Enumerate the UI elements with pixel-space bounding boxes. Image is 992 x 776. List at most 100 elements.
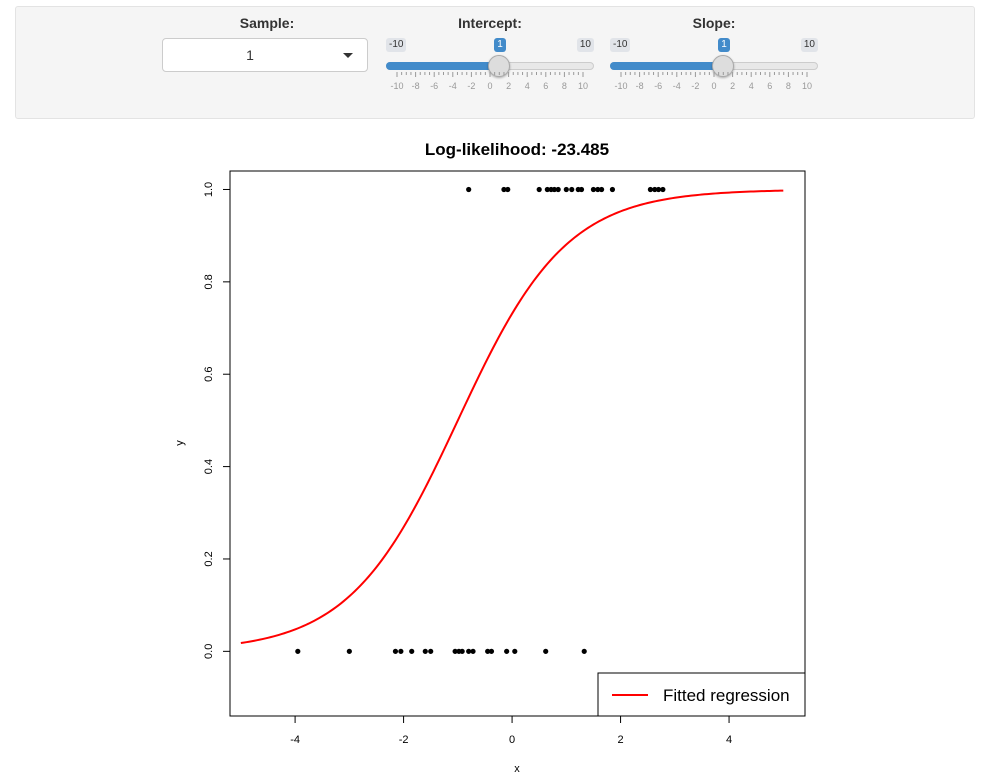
y-axis-label: y (174, 440, 186, 446)
slider-tick-label: 4 (749, 81, 754, 91)
x-axis: -4 -2 0 2 4 (290, 716, 732, 746)
data-point (466, 648, 472, 654)
y-tick-label: 0.4 (203, 459, 215, 474)
data-point (505, 186, 511, 193)
intercept-ticks: -10 -8 -6 -4 -2 0 2 4 6 8 10 (390, 72, 588, 91)
slider-tick-label: 6 (767, 81, 772, 91)
data-point (459, 648, 465, 654)
y-tick-label: 1.0 (203, 182, 215, 197)
data-points (295, 186, 666, 654)
slider-tick-label: -4 (449, 81, 457, 91)
data-point (452, 648, 458, 654)
intercept-value-tag: 1 (494, 38, 506, 52)
sample-select[interactable]: 1 (162, 38, 368, 72)
data-point (551, 186, 557, 193)
intercept-slider[interactable]: -10 10 1 -10 -8 -6 -4 -2 0 2 4 6 8 10 (386, 38, 594, 94)
intercept-handle[interactable] (488, 55, 511, 77)
x-tick-label: -4 (290, 734, 300, 746)
slider-tick-label: -10 (614, 81, 627, 91)
slope-fill (610, 62, 724, 70)
data-point (595, 186, 601, 193)
slider-tick-label: 8 (786, 81, 791, 91)
data-point (488, 648, 495, 654)
data-point (392, 648, 399, 654)
slope-value-tag: 1 (718, 38, 730, 52)
slider-tick-label: -6 (430, 81, 438, 91)
legend: Fitted regression (597, 672, 806, 717)
slope-slider[interactable]: -10 10 1 -10 -8 -6 -4 -2 0 2 4 6 8 10 (610, 38, 818, 94)
slope-handle[interactable] (712, 55, 735, 77)
slope-min-tag: -10 (610, 38, 631, 52)
x-tick-label: 2 (618, 734, 624, 746)
data-point (660, 186, 666, 193)
slope-ticks: -10 -8 -6 -4 -2 0 2 4 6 8 10 (614, 72, 812, 91)
data-point (655, 186, 662, 193)
data-point (647, 186, 654, 193)
x-tick-label: 0 (509, 734, 515, 746)
slider-tick-label: 2 (730, 81, 735, 91)
data-point (470, 648, 476, 654)
slider-tick-label: -2 (467, 81, 475, 91)
intercept-label: Intercept: (458, 15, 522, 31)
slider-tick-label: 10 (802, 81, 812, 91)
slider-tick-label: 4 (525, 81, 530, 91)
data-point (563, 186, 569, 193)
fitted-curve (240, 189, 784, 645)
intercept-fill (386, 62, 500, 70)
sample-select-value: 1 (246, 47, 254, 63)
data-point (422, 648, 428, 654)
data-point (428, 648, 434, 654)
data-point (409, 648, 415, 654)
slider-tick-label: 0 (487, 81, 492, 91)
intercept-max-tag: 10 (576, 38, 594, 52)
data-point (466, 186, 472, 193)
chevron-down-icon (343, 53, 353, 58)
slider-tick-label: 2 (506, 81, 511, 91)
data-point (598, 186, 605, 193)
data-point (501, 186, 507, 193)
slider-tick-label: -10 (390, 81, 403, 91)
data-point (609, 186, 616, 193)
data-point (578, 186, 585, 193)
slider-tick-label: -8 (412, 81, 420, 91)
x-tick-label: 4 (726, 734, 732, 746)
slider-tick-label: -2 (691, 81, 699, 91)
slider-tick-label: -8 (636, 81, 644, 91)
y-tick-label: 0.8 (203, 274, 215, 289)
data-point (569, 186, 575, 193)
x-tick-label: -2 (399, 734, 409, 746)
sample-label: Sample: (239, 15, 295, 31)
slider-tick-label: 6 (543, 81, 548, 91)
intercept-min-tag: -10 (386, 38, 407, 52)
data-point (295, 648, 301, 654)
data-point (544, 186, 550, 193)
y-tick-label: 0.0 (203, 644, 215, 659)
data-point (485, 648, 491, 654)
controls-panel: Sample: 1 Intercept: -10 10 1 -10 -8 -6 -4-… (15, 6, 975, 119)
slider-tick-label: -4 (673, 81, 681, 91)
data-point (543, 648, 549, 654)
data-point (590, 186, 597, 193)
chart-title: Log-likelihood: -23.485 (425, 140, 609, 159)
legend-entry: Fitted regression (663, 686, 790, 705)
plot-frame (229, 170, 806, 717)
slope-max-tag: 10 (800, 38, 818, 52)
data-point (536, 186, 542, 193)
y-tick-label: 0.6 (203, 367, 215, 382)
slider-tick-label: 8 (562, 81, 567, 91)
slope-label: Slope: (692, 15, 736, 31)
data-point (504, 648, 510, 654)
data-point (555, 186, 561, 193)
slider-tick-label: -6 (654, 81, 662, 91)
slider-tick-label: 0 (711, 81, 716, 91)
legend-box (597, 672, 806, 717)
data-point (398, 648, 404, 654)
data-point (512, 648, 518, 654)
data-point (581, 648, 587, 654)
slider-tick-label: 10 (578, 81, 588, 91)
data-point (346, 648, 352, 654)
y-axis: 0.0 0.2 0.4 0.6 0.8 1.0 (203, 182, 230, 659)
x-axis-label: x (514, 763, 520, 775)
data-point (652, 186, 658, 193)
